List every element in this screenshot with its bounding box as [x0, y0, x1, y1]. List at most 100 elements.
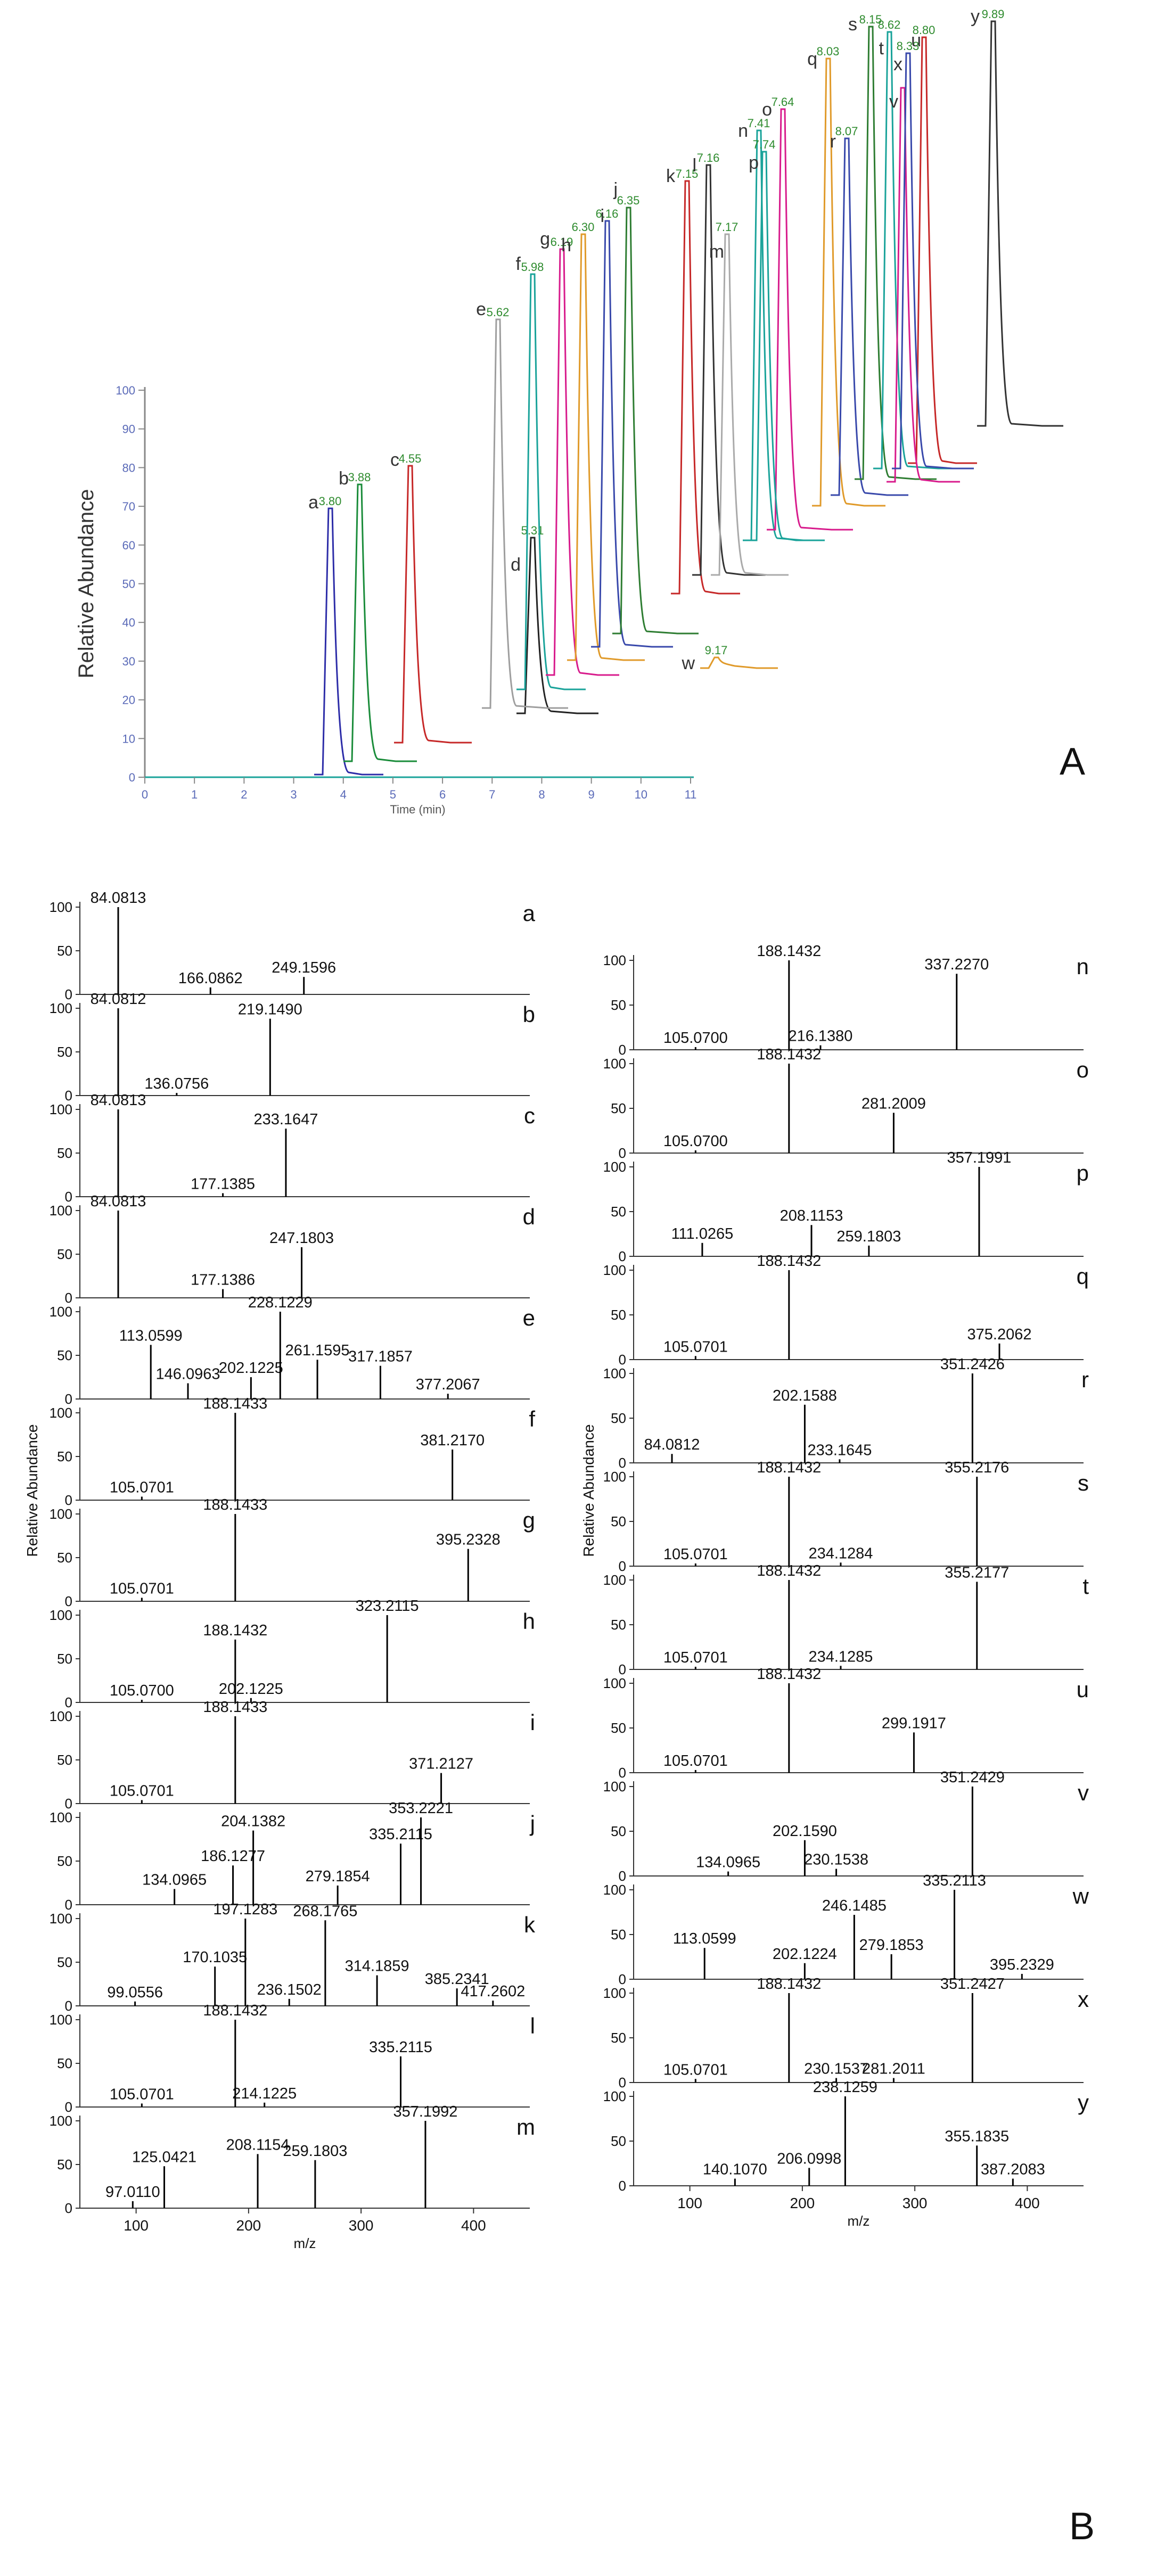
spectrum-peak-label: 281.2009: [862, 1095, 926, 1112]
spectrum-peak-label: 233.1647: [253, 1111, 318, 1128]
spectrum-y-tick-label: 50: [611, 1513, 626, 1529]
spectrum-peak-label: 84.0813: [91, 1193, 146, 1210]
spectrum-y-tick-label: 50: [57, 1145, 72, 1161]
peak-letter-label: v: [889, 92, 898, 112]
peak-retention-time: 9.89: [982, 7, 1005, 21]
spectrum-peak-label: 97.0110: [105, 2184, 160, 2201]
spectrum-peak-label: 186.1277: [201, 1848, 265, 1865]
spectrum-y-tick-label: 0: [619, 1248, 626, 1264]
spectrum-y-tick-label: 50: [611, 2133, 626, 2149]
spectrum-peak-label: 228.1229: [248, 1294, 313, 1311]
peak-retention-time: 5.31: [521, 524, 544, 537]
spectrum-peak-label: 259.1803: [836, 1228, 901, 1245]
chromatogram-trace: [692, 164, 766, 576]
spectrum-peak-label: 105.0700: [663, 1133, 728, 1150]
spectrum-peak-label: 299.1917: [882, 1715, 946, 1732]
spectrum-peak-label: 357.1992: [393, 2103, 457, 2120]
spectrum-peak-label: 188.1432: [757, 1253, 821, 1270]
peak-retention-time: 7.74: [753, 138, 776, 151]
spectrum-y-tick-label: 100: [50, 1708, 72, 1724]
peak-retention-time: 5.62: [487, 306, 510, 319]
chromatogram-trace: [516, 273, 586, 690]
spectrum-letter: g: [523, 1508, 535, 1533]
spectrum-peak-label: 84.0813: [91, 1092, 146, 1109]
spectrum-y-tick-label: 50: [57, 1954, 72, 1970]
chromatogram-trace: [812, 57, 885, 507]
spectrum-letter: t: [1082, 1574, 1089, 1599]
peak-retention-time: 8.07: [835, 125, 858, 138]
spectrum-peak-label: 238.1259: [813, 2079, 877, 2096]
spectrum-peak-label: 188.1432: [757, 1046, 821, 1063]
chromatogram-trace: [887, 87, 960, 483]
y-tick-label: 90: [122, 423, 135, 436]
chromatogram-trace: [394, 465, 472, 744]
chromatogram-trace: [591, 220, 673, 648]
y-tick-label: 20: [122, 694, 135, 707]
spectrum-letter: a: [523, 901, 536, 926]
spectrum-peak-label: 134.0965: [142, 1871, 207, 1888]
peak-retention-time: 7.64: [772, 95, 794, 109]
x-tick-label: 0: [142, 788, 148, 801]
spectrum-y-tick-label: 50: [57, 1853, 72, 1869]
spectrum-peak-label: 335.2115: [369, 2039, 432, 2056]
spectrum-peak-label: 125.0421: [132, 2149, 196, 2166]
spectrum-y-tick-label: 0: [65, 1796, 72, 1812]
spectrum-letter: k: [524, 1912, 536, 1937]
spectra-y-axis-title-left: Relative Abundance: [24, 1424, 40, 1557]
spectrum-y-tick-label: 50: [611, 1617, 626, 1633]
spectrum-y-tick-label: 100: [50, 1405, 72, 1421]
spectrum-peak-label: 134.0965: [696, 1854, 760, 1871]
spectrum-peak-label: 247.1803: [269, 1230, 334, 1247]
peak-retention-time: 6.30: [572, 220, 595, 234]
spectrum-peak-label: 355.2177: [945, 1564, 1009, 1581]
spectrum-peak-label: 219.1490: [238, 1001, 302, 1018]
spectrum-peak-label: 188.1432: [757, 1459, 821, 1476]
chromatogram-trace: [711, 233, 789, 576]
peak-letter-label: j: [613, 179, 618, 200]
spectrum-y-tick-label: 50: [611, 1204, 626, 1220]
chromatogram-trace: [855, 26, 937, 480]
peak-letter-label: n: [738, 121, 748, 141]
chromatogram-trace: [516, 537, 598, 714]
spectrum-y-tick-label: 0: [619, 1661, 626, 1677]
peak-letter-label: o: [762, 100, 772, 120]
spectrum-peak-label: 208.1153: [780, 1207, 843, 1224]
spectrum-peak-label: 249.1596: [272, 959, 336, 976]
chromatogram-trace: [892, 52, 974, 470]
spectrum-peak-label: 202.1225: [219, 1360, 283, 1377]
y-tick-label: 70: [122, 500, 135, 513]
spectrum-peak-label: 385.2341: [425, 1971, 489, 1988]
chromatogram-trace: [546, 248, 619, 676]
mz-axis-title: m/z: [848, 2213, 870, 2229]
spectrum-peak-label: 214.1225: [232, 2085, 297, 2102]
spectrum-peak-label: 105.0701: [110, 1580, 174, 1597]
spectrum-y-tick-label: 50: [57, 1449, 72, 1464]
spectrum-y-tick-label: 50: [57, 1044, 72, 1060]
spectrum-y-tick-label: 0: [65, 1897, 72, 1913]
chromatogram-trace: [700, 656, 778, 669]
spectrum-peak-label: 113.0599: [673, 1930, 736, 1947]
spectrum-y-tick-label: 50: [611, 1100, 626, 1116]
x-tick-label: 10: [635, 788, 647, 801]
y-tick-label: 40: [122, 616, 135, 629]
peak-letter-label: t: [879, 38, 884, 59]
spectrum-peak-label: 202.1224: [773, 1946, 837, 1963]
spectrum-peak-label: 234.1284: [808, 1545, 873, 1562]
spectrum-y-tick-label: 50: [57, 1752, 72, 1768]
chromatogram-trace: [314, 507, 383, 776]
peak-retention-time: 8.33: [897, 39, 920, 53]
spectrum-letter: d: [523, 1204, 535, 1229]
peak-retention-time: 4.55: [399, 452, 422, 465]
spectrum-y-tick-label: 50: [611, 1927, 626, 1943]
mz-axis-title: m/z: [294, 2235, 316, 2251]
spectrum-letter: s: [1078, 1470, 1089, 1495]
peak-retention-time: 7.17: [716, 220, 739, 234]
spectrum-letter: o: [1077, 1057, 1089, 1082]
chromatogram-panel: 0 10 20 30 40 50 60 70 80 90 100 0 1 2 3 4 5 6 7 8 9 10 11 Rela…: [75, 6, 1063, 816]
spectrum-peak-label: 259.1803: [283, 2143, 347, 2160]
peak-letter-label: h: [561, 235, 571, 256]
spectrum-letter: l: [530, 2013, 535, 2038]
peak-retention-time: 8.62: [878, 18, 901, 31]
peak-letter-label: l: [692, 155, 696, 176]
spectrum-y-tick-label: 0: [65, 1391, 72, 1407]
